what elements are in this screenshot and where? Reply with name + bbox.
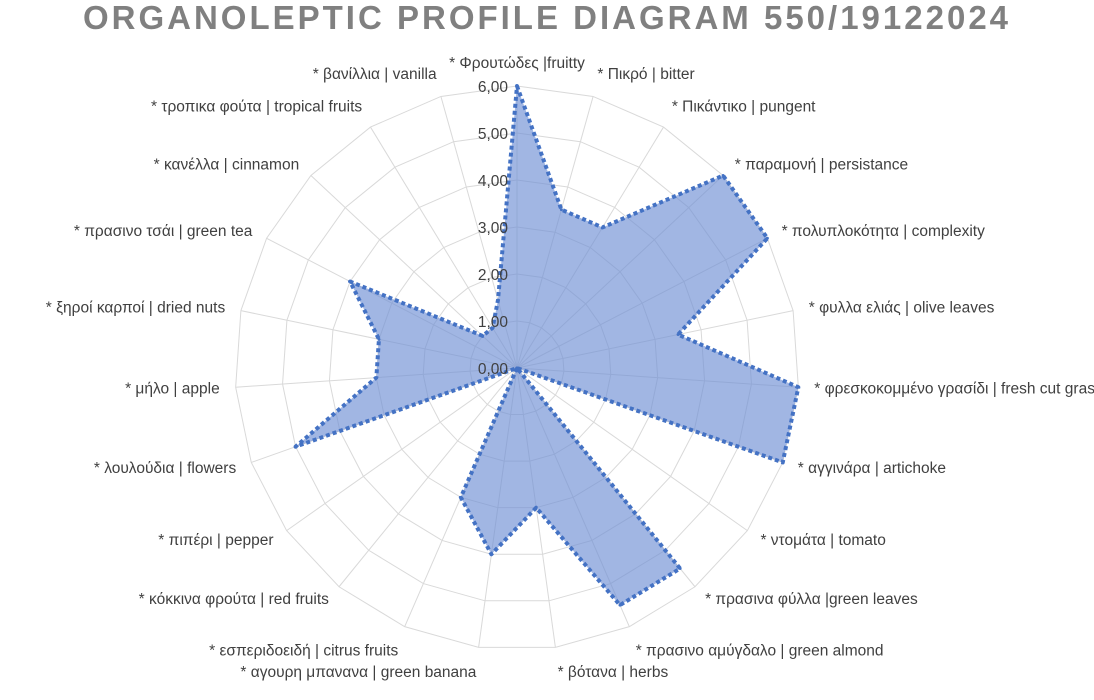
data-point	[491, 326, 495, 330]
series-area	[293, 84, 801, 608]
tick-label: 5,00	[478, 126, 509, 143]
data-point	[377, 337, 381, 341]
grid-spoke	[286, 367, 518, 532]
data-point	[678, 567, 682, 571]
tick-label: 1,00	[478, 314, 509, 331]
data-point	[600, 225, 604, 229]
grid-spoke	[516, 367, 748, 532]
category-label: * βότανα | herbs	[558, 664, 669, 681]
tick-label: 2,00	[478, 267, 509, 284]
category-label: * ντομάτα | tomato	[760, 532, 885, 549]
tick-label: 3,00	[478, 220, 509, 237]
data-point	[559, 208, 563, 212]
category-label: * Φρουτώδες |fruitty	[449, 55, 585, 72]
data-point	[489, 552, 493, 556]
tick-label: 0,00	[478, 361, 509, 378]
data-point	[348, 280, 352, 284]
data-point	[618, 603, 622, 607]
data-point	[796, 385, 800, 389]
category-label: * βανίλλια | vanilla	[313, 66, 437, 83]
data-point	[374, 376, 378, 380]
category-label: * κόκκινα φρούτα | red fruits	[139, 591, 329, 608]
category-label: * αγουρη μπανανα | green banana	[240, 664, 476, 681]
data-point	[294, 445, 298, 449]
category-label: * Πικάντικο | pungent	[672, 98, 816, 115]
category-label: * πρασινα φύλλα |green leaves	[705, 591, 918, 608]
category-label: * Πικρό | bitter	[597, 66, 694, 83]
category-label: * αγγινάρα | artichoke	[798, 460, 946, 477]
category-label: * φρεσκοκομμένο γρασίδι | fresh cut gras…	[814, 380, 1094, 397]
data-point	[781, 460, 785, 464]
data-point	[534, 506, 538, 510]
grid-spoke	[338, 367, 518, 588]
data-point	[496, 298, 500, 302]
data-point	[765, 236, 769, 240]
tick-label: 4,00	[478, 173, 509, 190]
data-point	[721, 174, 725, 178]
data-point	[459, 495, 463, 499]
data-point	[515, 84, 519, 88]
category-label: * πιπέρι | pepper	[158, 532, 273, 549]
category-label: * πρασινο αμύγδαλο | green almond	[636, 642, 884, 659]
category-label: * μήλο | apple	[125, 380, 220, 397]
category-label: * παραμονή | persistance	[735, 157, 908, 174]
data-point	[515, 366, 519, 370]
category-label: * λουλούδια | flowers	[94, 460, 237, 477]
category-label: * πρασινο τσάι | green tea	[74, 223, 253, 240]
chart-title: ORGANOLEPTIC PROFILE DIAGRAM 550/1912202…	[82, 0, 1012, 36]
category-label: * τροπικα φούτα | tropical fruits	[151, 98, 362, 115]
category-label: * φυλλα ελιάς | olive leaves	[809, 299, 995, 316]
category-label: * κανέλλα | cinnamon	[154, 157, 300, 174]
data-point	[676, 333, 680, 337]
category-label: * ξηροί καρποί | dried nuts	[46, 299, 226, 316]
category-label: * πολυπλοκότητα | complexity	[782, 223, 985, 240]
category-label: * εσπεριδοειδή | citrus fruits	[209, 642, 398, 659]
tick-label: 6,00	[478, 79, 509, 96]
data-point	[481, 334, 485, 338]
